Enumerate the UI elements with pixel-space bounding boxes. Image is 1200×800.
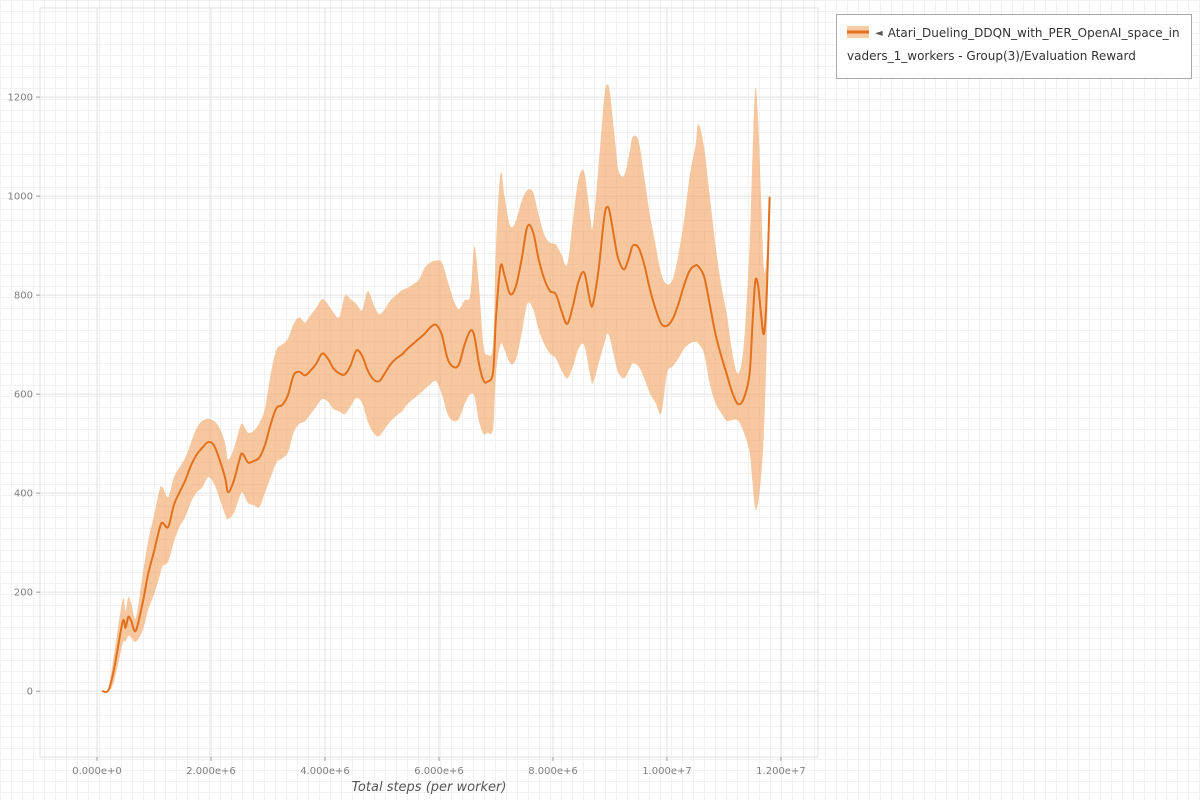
y-tick-label: 600 — [14, 390, 33, 401]
x-axis-title: Total steps (per worker) — [352, 780, 507, 795]
x-tick-label: 6.000e+6 — [414, 766, 464, 777]
axis-ticks: 0.000e+0 2.000e+6 4.000e+6 6.000e+6 8.000e+6… — [8, 93, 806, 777]
series-line — [101, 196, 771, 694]
x-tick-label: 1.200e+7 — [756, 766, 806, 777]
y-tick-label: 400 — [14, 489, 33, 500]
x-tick-label: 2.000e+6 — [186, 766, 236, 777]
y-tick-label: 1200 — [8, 93, 33, 104]
series-color-swatch-icon — [847, 26, 869, 38]
legend-series-label: Atari_Dueling_DDQN_with_PER_OpenAI_space… — [847, 26, 1180, 64]
confidence-band — [102, 84, 770, 692]
y-tick-label: 1000 — [8, 192, 33, 203]
x-tick-label: 0.000e+0 — [72, 766, 122, 777]
x-tick-label: 8.000e+6 — [528, 766, 578, 777]
y-tick-label: 200 — [14, 588, 33, 599]
legend[interactable]: ◄ Atari_Dueling_DDQN_with_PER_OpenAI_spac… — [836, 14, 1192, 79]
collapse-legend-icon[interactable]: ◄ — [875, 28, 883, 39]
y-tick-label: 800 — [14, 291, 33, 302]
y-tick-label: 0 — [27, 687, 33, 698]
x-tick-label: 1.000e+7 — [642, 766, 692, 777]
x-tick-label: 4.000e+6 — [300, 766, 350, 777]
